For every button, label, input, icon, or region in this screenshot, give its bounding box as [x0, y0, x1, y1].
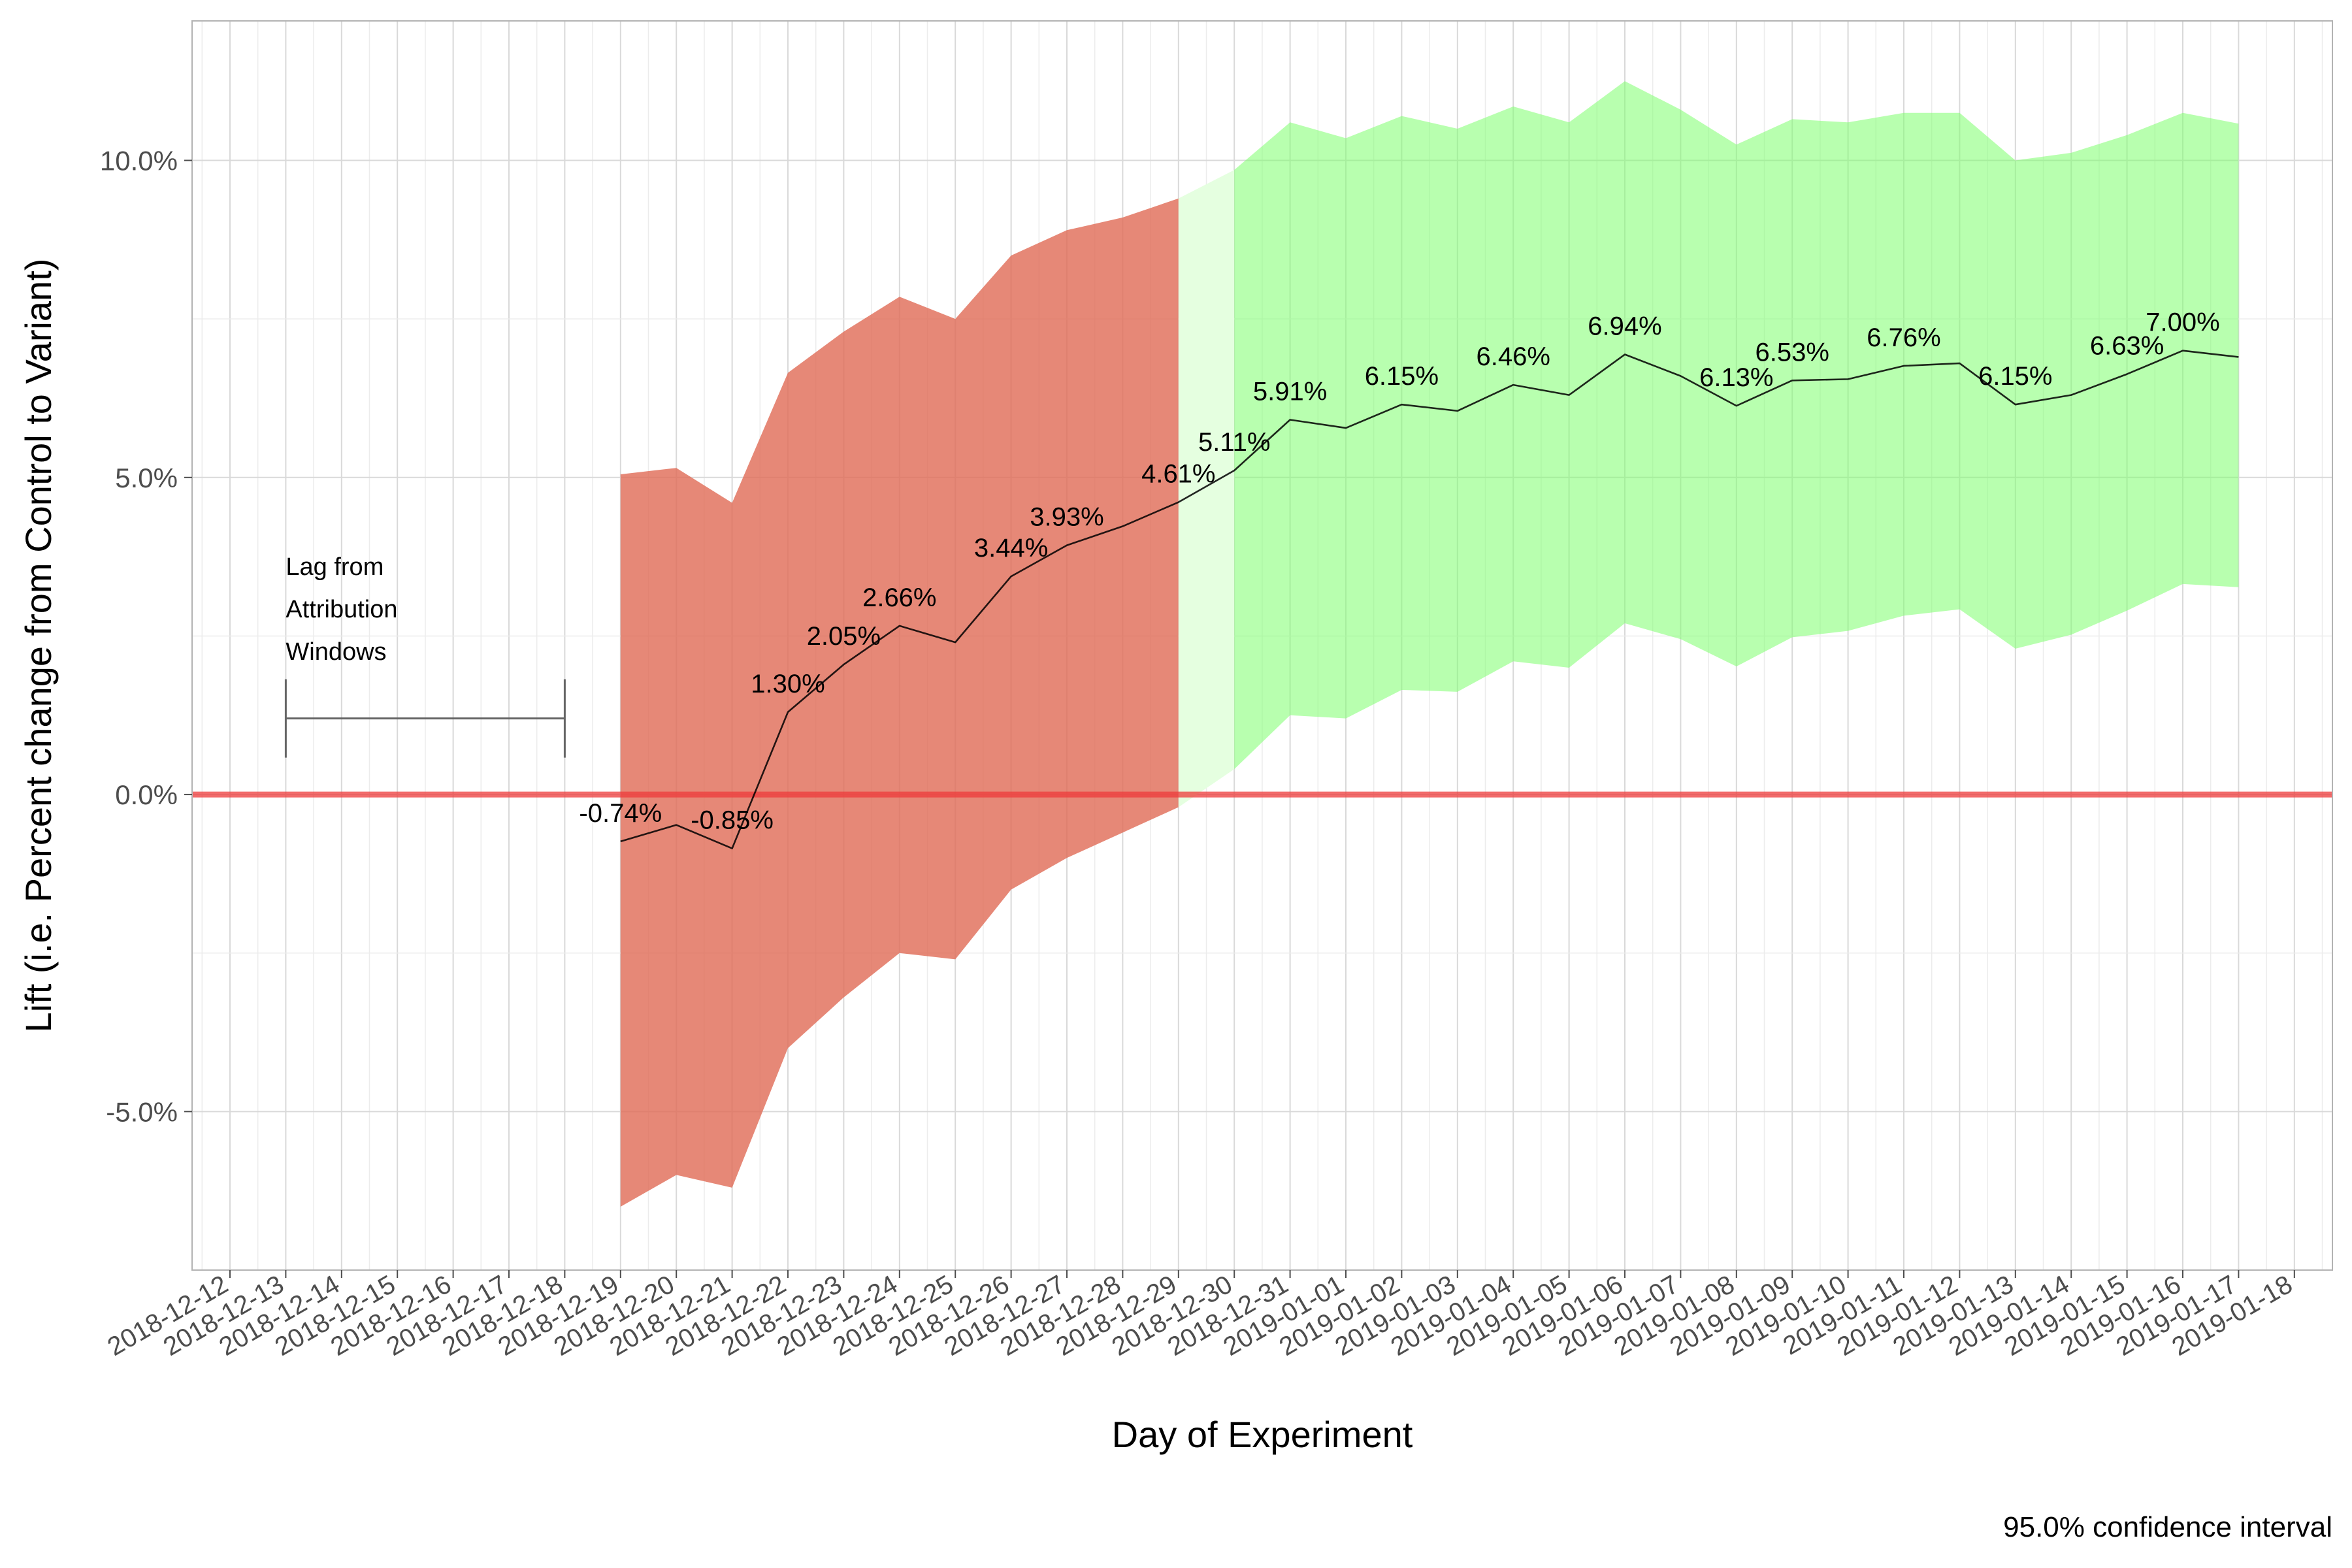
data-label: -0.74%	[579, 799, 662, 828]
data-label: 5.91%	[1253, 377, 1327, 406]
data-label: 2.66%	[862, 583, 936, 612]
data-label: 2.05%	[807, 622, 881, 651]
data-label: 6.53%	[1755, 338, 1829, 367]
data-label: 3.93%	[1030, 503, 1103, 532]
x-axis-title: Day of Experiment	[1112, 1414, 1413, 1455]
y-tick-label: 5.0%	[115, 463, 178, 493]
lag-label-line-1: Lag from	[286, 553, 384, 581]
ci-ribbon-not-significant	[620, 198, 1179, 1207]
data-label: 5.11%	[1198, 428, 1270, 457]
data-label: 6.15%	[1365, 362, 1439, 391]
data-label: 6.13%	[1699, 363, 1773, 392]
data-label: -0.85%	[691, 806, 774, 835]
y-axis-title: Lift (i.e. Percent change from Control t…	[18, 259, 59, 1033]
data-label: 6.63%	[2090, 332, 2164, 361]
data-label: 3.44%	[974, 534, 1048, 563]
data-labels: -0.74% -0.85% 1.30% 2.05% 2.66% 3.44%3.93% 4.6…	[579, 308, 2219, 835]
lag-label-line-2: Attribution	[286, 596, 397, 623]
y-tick-label: 0.0%	[115, 779, 178, 810]
data-label: 6.94%	[1588, 312, 1661, 341]
confidence-ribbons	[620, 81, 2239, 1207]
plot-border	[191, 20, 2333, 1271]
lift-line	[620, 350, 2239, 849]
y-tick-label: 10.0%	[100, 146, 178, 176]
lag-label-line-3: Windows	[286, 638, 386, 666]
y-tick-label: -5.0%	[106, 1096, 178, 1127]
data-label: 4.61%	[1141, 460, 1215, 489]
data-label: 6.76%	[1867, 323, 1940, 352]
lag-annotation: Lag from Attribution Windows	[284, 553, 566, 758]
data-label: 6.15%	[1978, 362, 2052, 391]
data-label: 6.46%	[1476, 342, 1550, 371]
y-axis: -5.0% 0.0% 5.0% 10.0%	[100, 146, 192, 1127]
data-label: 1.30%	[751, 670, 825, 698]
x-axis: 2018-12-122018-12-132018-12-142018-12-15…	[103, 1270, 2297, 1362]
ci-ribbon-transition	[1178, 170, 1235, 808]
data-label: 7.00%	[2146, 308, 2219, 337]
chart-caption: 95.0% confidence interval	[2003, 1511, 2332, 1543]
ci-ribbon-significant	[1234, 81, 2239, 770]
